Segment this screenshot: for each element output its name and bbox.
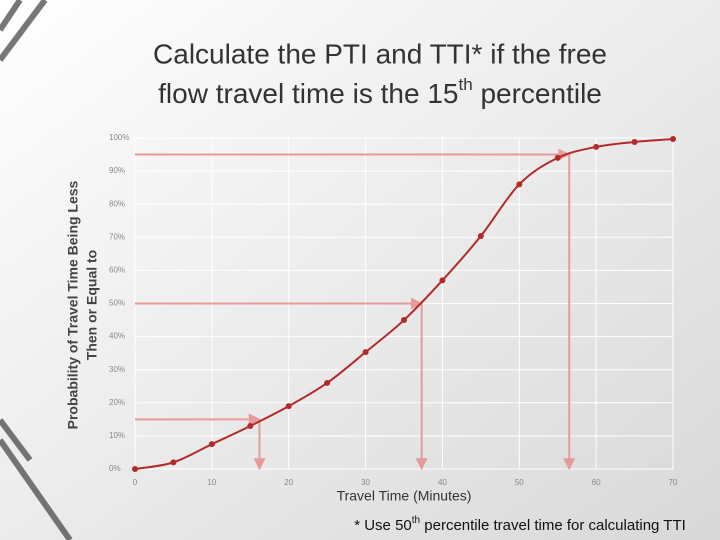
x-tick-label: 30 (361, 478, 370, 487)
y-tick-label: 60% (109, 266, 125, 275)
point (362, 349, 369, 356)
x-tick-label: 0 (133, 478, 138, 487)
title-text: flow travel time is the 15 (158, 78, 458, 109)
decor-stripes (0, 0, 73, 540)
footnote-text: * Use 50 (354, 517, 412, 534)
point (208, 441, 215, 448)
x-tick-label: 60 (592, 478, 601, 487)
point (401, 317, 407, 324)
footnote: * Use 50th percentile travel time for ca… (354, 515, 686, 534)
point (670, 135, 676, 142)
point (170, 459, 177, 466)
x-tick-label: 50 (515, 478, 524, 487)
y-tick-label: 20% (109, 398, 125, 407)
y-axis-label: Probability of Travel Time Being Less (65, 180, 81, 429)
title-sup: th (458, 75, 472, 94)
title-text: percentile (473, 78, 602, 109)
point (132, 466, 138, 472)
y-tick-label: 30% (109, 365, 125, 374)
y-tick-label: 80% (109, 199, 125, 208)
y-axis-label: Then or Equal to (84, 250, 100, 360)
point (324, 379, 331, 386)
x-tick-label: 70 (669, 478, 678, 487)
y-tick-label: 40% (109, 332, 125, 341)
x-axis-label: Travel Time (Minutes) (337, 488, 472, 504)
point (631, 138, 638, 145)
point (477, 232, 484, 239)
title-line: Calculate the PTI and TTI* if the free (153, 38, 607, 69)
y-tick-label: 0% (109, 464, 121, 473)
y-tick-label: 70% (109, 232, 125, 241)
x-tick-label: 40 (438, 478, 447, 487)
footnote-sup: th (412, 515, 420, 526)
y-tick-label: 90% (109, 166, 125, 175)
y-tick-label: 10% (109, 431, 125, 440)
point (554, 154, 561, 161)
point (439, 277, 446, 284)
point (285, 403, 292, 410)
point (516, 181, 523, 188)
x-tick-label: 10 (207, 478, 216, 487)
point (593, 143, 600, 150)
y-tick-label: 100% (109, 133, 129, 142)
x-tick-label: 20 (284, 478, 293, 487)
title-line: flow travel time is the 15th percentile (158, 75, 602, 109)
point (247, 422, 254, 429)
footnote-text: percentile travel time for calculating T… (420, 517, 686, 534)
y-tick-label: 50% (109, 299, 125, 308)
